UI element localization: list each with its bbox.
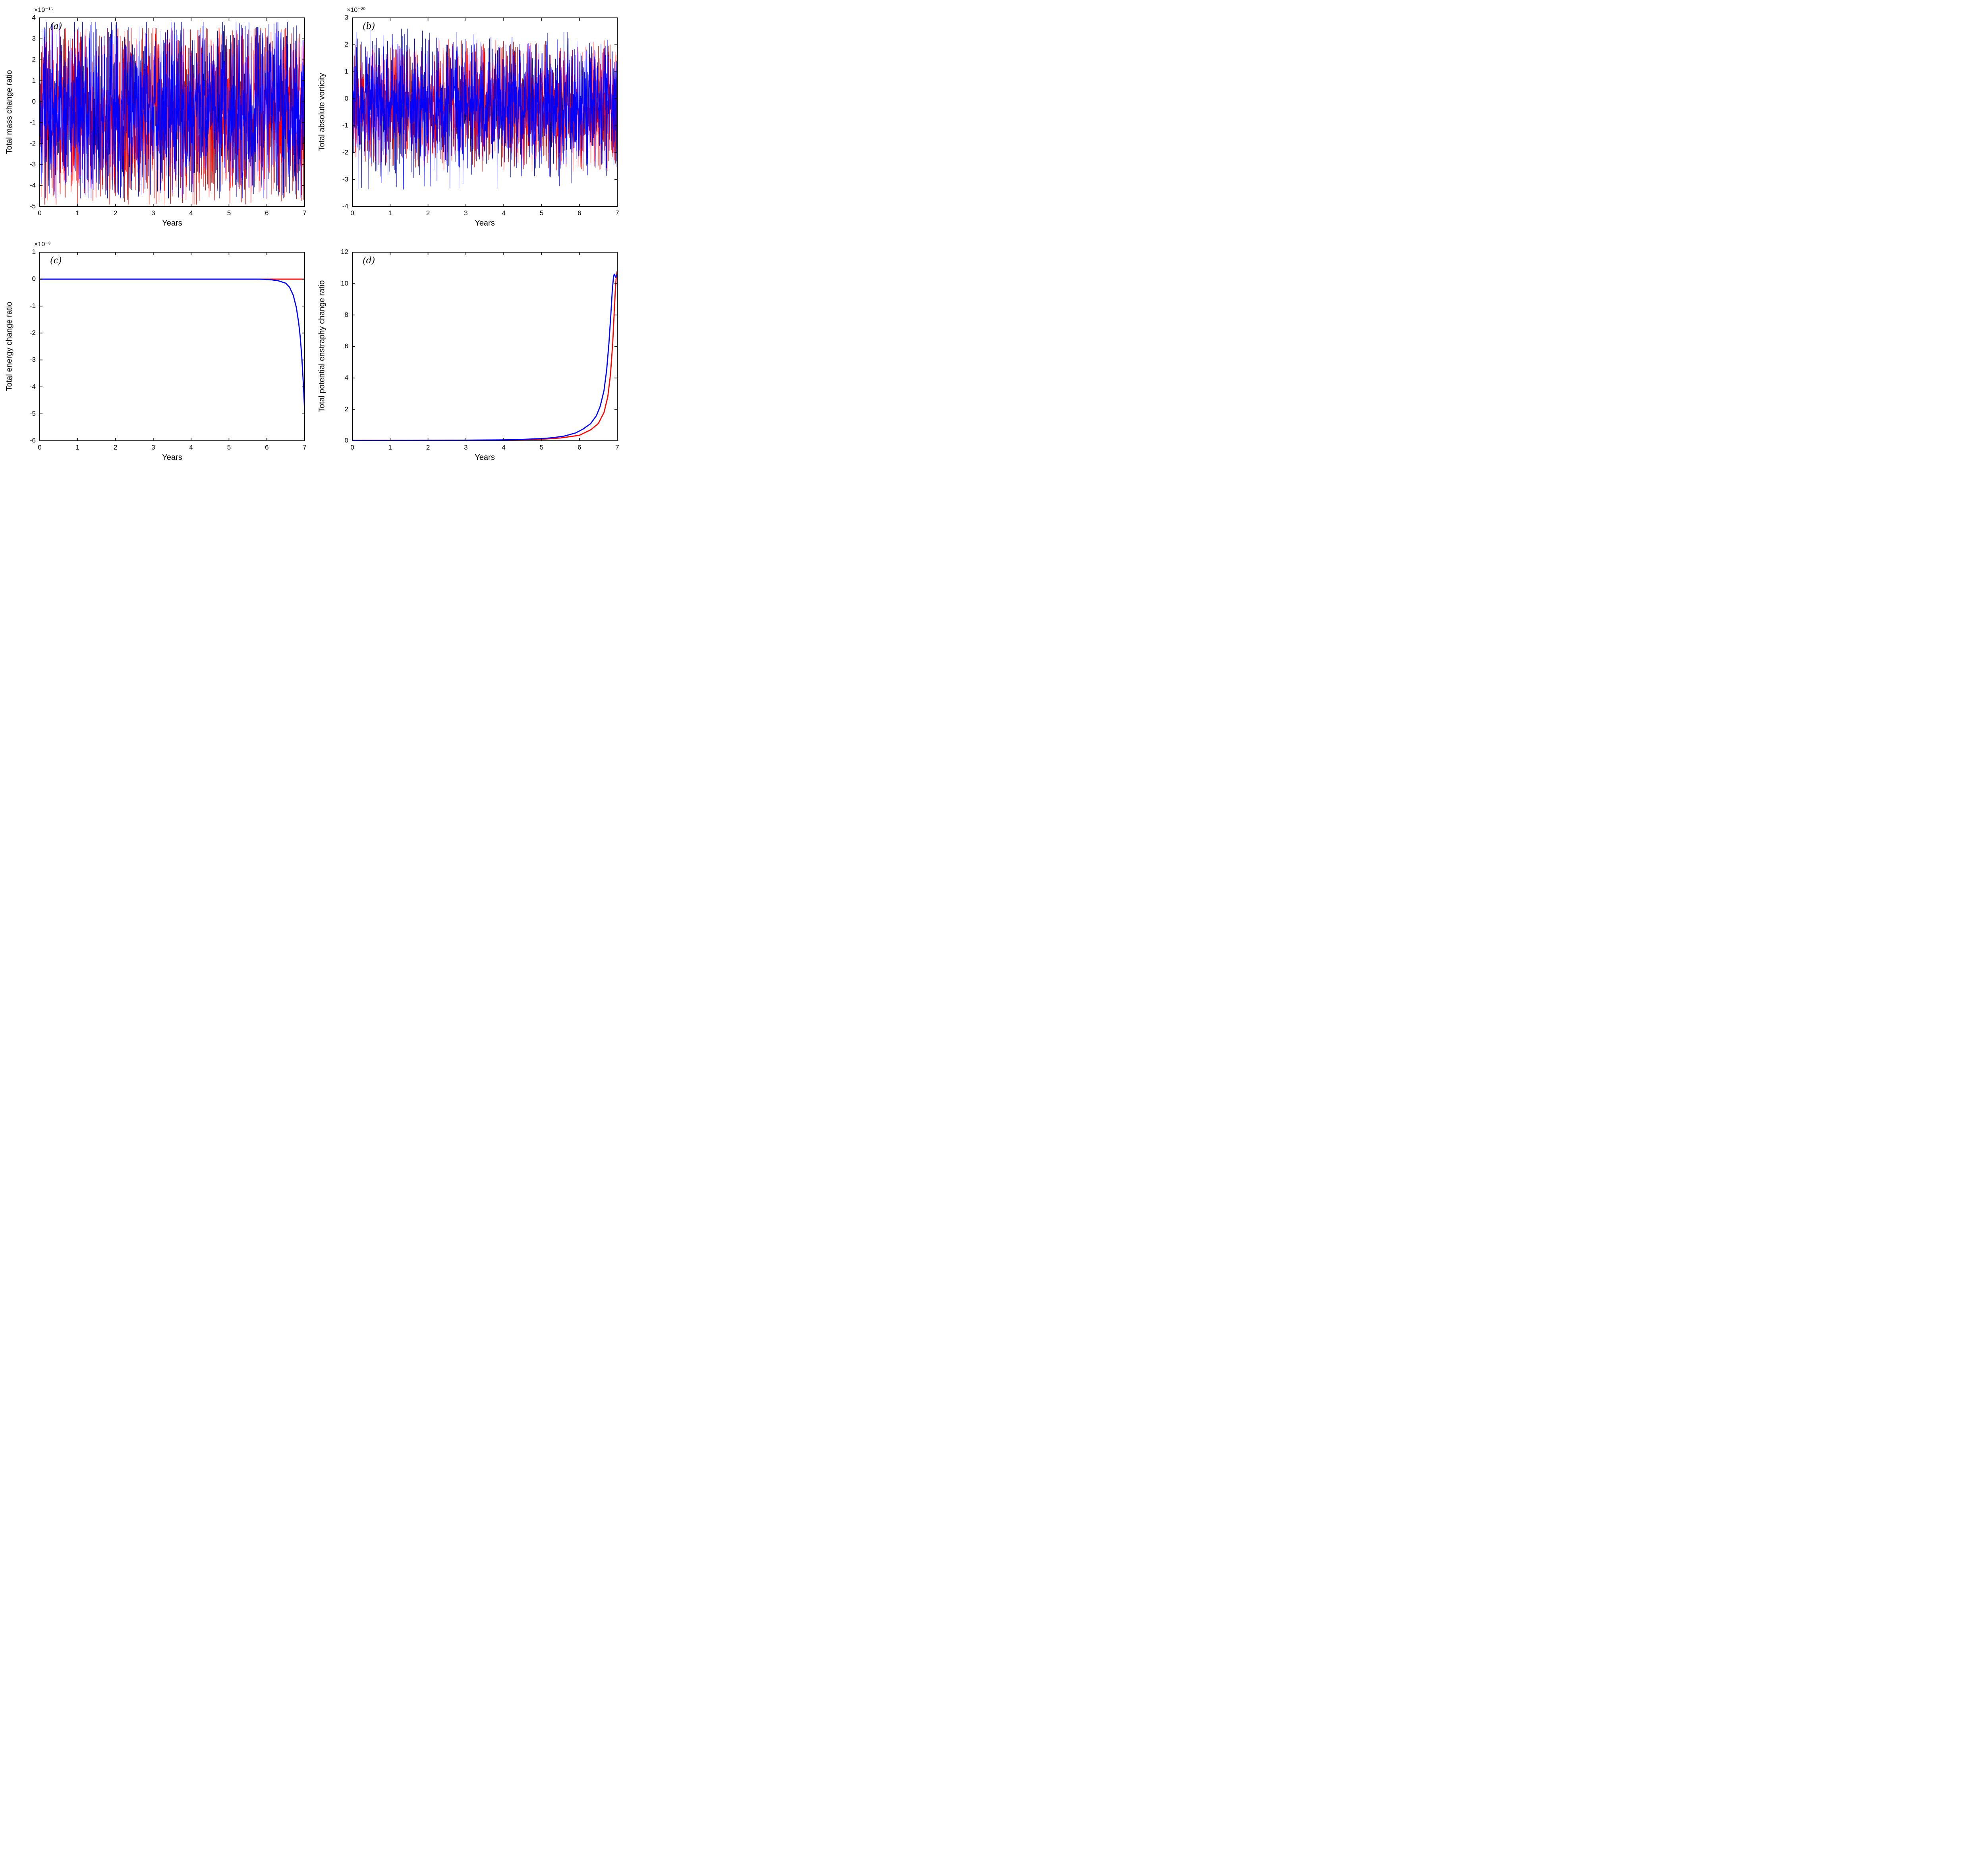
panel-b-y-exponent: ×10⁻²⁰ [347,7,366,14]
panel-b-xlabel: Years [475,219,495,228]
panel-d-xlabel: Years [475,453,495,462]
panel-c-xlabel: Years [162,453,182,462]
panel-b-label: (b) [363,21,375,31]
panel-b: ×10⁻²⁰ (b) Years Total absolute vorticit… [313,0,625,234]
panel-d-label: (d) [363,256,375,266]
panel-d: (d) Years Total potential enstraphy chan… [313,234,625,469]
panel-c-plot [0,234,313,469]
panel-b-plot [313,0,625,234]
panel-d-plot [313,234,625,469]
panel-a-xlabel: Years [162,219,182,228]
panel-a-ylabel: Total mass change ratio [5,70,14,154]
panel-c-y-exponent: ×10⁻³ [34,241,50,248]
panel-a: ×10⁻¹⁵ (a) Years Total mass change ratio [0,0,313,234]
panel-a-label: (a) [50,21,62,31]
panel-c-ylabel: Total energy change ratio [5,301,14,391]
panel-a-plot [0,0,313,234]
figure: ×10⁻¹⁵ (a) Years Total mass change ratio… [0,0,626,469]
panel-c-label: (c) [50,256,62,266]
panel-b-ylabel: Total absolute vorticity [317,73,326,151]
panel-a-y-exponent: ×10⁻¹⁵ [34,7,53,14]
panel-d-ylabel: Total potential enstraphy change ratio [317,280,326,413]
panel-c: ×10⁻³ (c) Years Total energy change rati… [0,234,313,469]
